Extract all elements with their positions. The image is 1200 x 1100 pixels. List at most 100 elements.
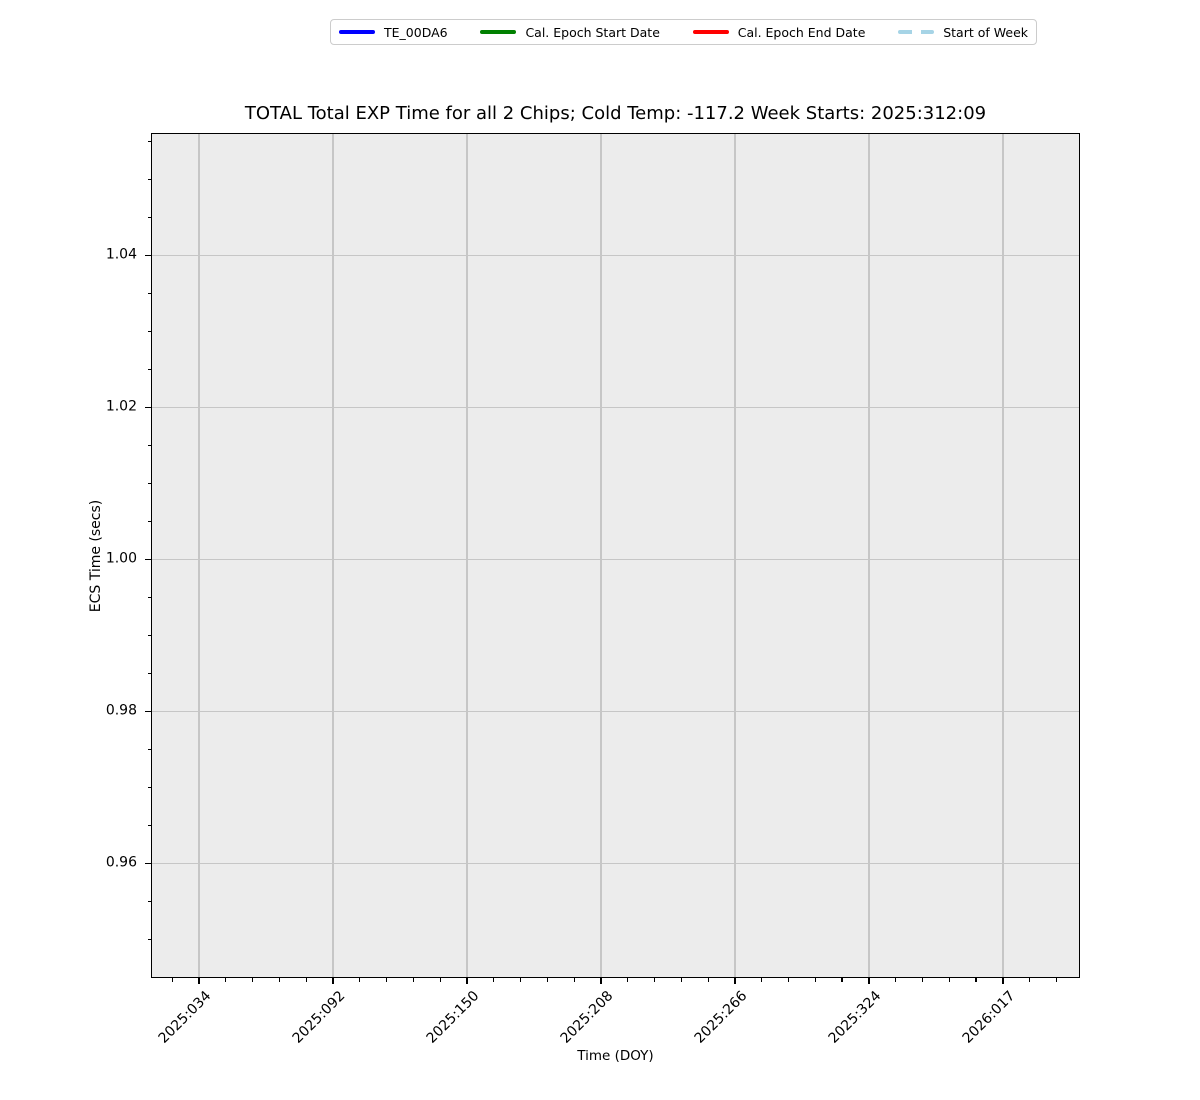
y-minor-tick <box>147 520 151 522</box>
legend-item-te-00da6: TE_00DA6 <box>339 25 448 40</box>
legend-item-cal-epoch-start: Cal. Epoch Start Date <box>480 24 660 40</box>
y-major-tick <box>145 406 151 408</box>
x-minor-tick <box>439 978 441 982</box>
x-minor-tick <box>680 978 683 982</box>
x-gridline <box>1002 133 1004 978</box>
y-major-tick <box>145 254 151 257</box>
x-major-tick <box>734 978 736 984</box>
x-minor-tick <box>573 978 575 982</box>
y-major-tick <box>145 710 151 712</box>
plot-area <box>151 133 1080 978</box>
x-major-tick <box>332 978 334 984</box>
legend-item-start-of-week: Start of Week <box>898 25 1028 40</box>
y-tick-label: 1.04 <box>105 247 137 264</box>
x-minor-tick <box>359 978 361 982</box>
y-minor-tick <box>147 824 151 826</box>
y-minor-tick <box>147 368 151 371</box>
x-minor-tick <box>841 978 843 982</box>
x-tick-label: 2025:266 <box>691 988 751 1047</box>
x-minor-tick <box>895 978 897 982</box>
y-tick-labels: 0.96 0.98 1.00 1.02 1.04 <box>0 133 144 978</box>
x-minor-tick <box>225 978 227 982</box>
y-gridline <box>151 406 1080 408</box>
x-minor-tick <box>251 978 254 982</box>
x-minor-tick <box>814 978 817 982</box>
y-gridline <box>151 558 1080 560</box>
x-minor-tick <box>519 978 522 982</box>
y-minor-tick <box>147 938 151 940</box>
x-minor-tick <box>1029 978 1031 982</box>
x-tick-label: 2025:324 <box>825 988 885 1047</box>
y-minor-tick <box>147 140 151 143</box>
legend-line-swatch-green <box>480 30 517 34</box>
legend-item-label: Start of Week <box>943 24 1028 40</box>
x-minor-tick <box>412 978 415 982</box>
y-minor-tick <box>147 444 151 446</box>
y-minor-tick <box>147 634 151 636</box>
y-axis-label: ECS Time (secs) <box>88 499 104 613</box>
x-minor-tick <box>171 978 173 982</box>
x-gridline <box>600 133 602 978</box>
x-major-tick <box>466 978 468 984</box>
legend-item-label: Cal. Epoch Start Date <box>525 24 660 40</box>
legend-item-label: Cal. Epoch End Date <box>737 24 866 40</box>
x-minor-tick <box>546 978 549 982</box>
legend-line-swatch-red <box>692 30 729 34</box>
y-tick-label: 1.02 <box>105 398 137 415</box>
x-axis-label: Time (DOY) <box>577 1048 654 1064</box>
y-minor-tick <box>147 786 151 788</box>
x-major-tick <box>600 978 602 984</box>
x-gridline <box>868 133 870 978</box>
x-major-tick <box>868 978 870 984</box>
y-major-tick <box>145 558 151 560</box>
x-minor-tick <box>948 978 951 982</box>
legend-line-swatch-dashed-lightblue <box>898 30 935 34</box>
y-minor-tick <box>147 216 151 219</box>
y-minor-tick <box>147 596 151 598</box>
y-major-tick <box>145 862 151 864</box>
x-minor-tick <box>761 978 763 982</box>
plot-frame <box>151 133 1080 978</box>
x-tick-label: 2025:208 <box>557 988 617 1047</box>
x-tick-label: 2025:150 <box>423 988 483 1047</box>
grid-layer <box>151 133 1080 978</box>
x-minor-tick <box>493 978 495 982</box>
x-minor-tick <box>787 978 790 982</box>
x-minor-tick <box>975 978 977 982</box>
y-gridline <box>151 862 1080 864</box>
y-minor-tick <box>147 900 151 902</box>
x-minor-tick <box>921 978 924 982</box>
y-gridline <box>151 710 1080 712</box>
x-tick-label: 2025:092 <box>289 988 349 1047</box>
x-gridline <box>734 133 736 978</box>
y-minor-tick <box>147 748 151 750</box>
y-minor-tick <box>147 292 151 295</box>
legend: TE_00DA6 Cal. Epoch Start Date Cal. Epoc… <box>330 19 1037 45</box>
legend-line-swatch-blue <box>339 30 375 34</box>
x-minor-tick <box>278 978 281 982</box>
y-minor-tick <box>147 672 151 674</box>
y-minor-tick <box>147 482 151 484</box>
x-tick-label: 2026:017 <box>959 988 1019 1047</box>
y-minor-tick <box>147 330 151 333</box>
y-tick-label: 1.00 <box>105 550 137 567</box>
x-gridline <box>466 133 468 978</box>
y-minor-tick <box>147 178 151 181</box>
y-tick-label: 0.96 <box>105 854 137 871</box>
x-minor-tick <box>385 978 388 982</box>
x-tick-label: 2025:034 <box>155 988 215 1047</box>
x-major-tick <box>1002 978 1004 984</box>
x-minor-tick <box>305 978 307 982</box>
legend-item-cal-epoch-end: Cal. Epoch End Date <box>692 24 866 40</box>
x-gridline <box>332 133 334 978</box>
x-minor-tick <box>707 978 709 982</box>
x-minor-tick <box>653 978 656 982</box>
x-major-tick <box>198 978 200 984</box>
tick-marks-layer <box>145 133 1080 984</box>
x-gridline <box>198 133 200 978</box>
y-tick-label: 0.98 <box>105 702 137 719</box>
legend-item-label: TE_00DA6 <box>384 24 448 40</box>
chart-title: TOTAL Total EXP Time for all 2 Chips; Co… <box>244 103 987 124</box>
x-minor-tick <box>1055 978 1058 982</box>
